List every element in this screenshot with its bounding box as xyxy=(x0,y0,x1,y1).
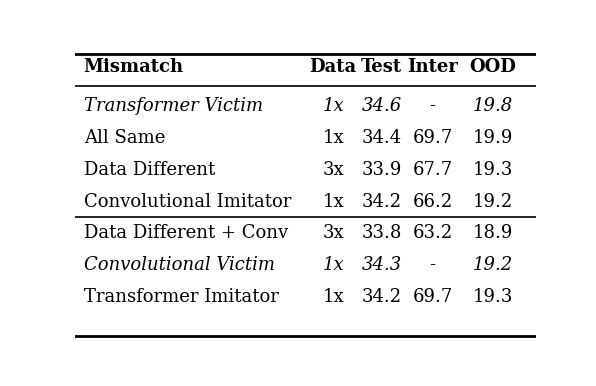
Text: 3x: 3x xyxy=(322,224,344,242)
Text: Data Different: Data Different xyxy=(83,161,215,179)
Text: OOD: OOD xyxy=(469,58,516,76)
Text: Convolutional Imitator: Convolutional Imitator xyxy=(83,193,291,211)
Text: 1x: 1x xyxy=(322,256,344,274)
Text: Inter: Inter xyxy=(407,58,458,76)
Text: Test: Test xyxy=(361,58,402,76)
Text: 1x: 1x xyxy=(322,129,344,147)
Text: Transformer Victim: Transformer Victim xyxy=(83,97,263,115)
Text: 33.8: 33.8 xyxy=(362,224,402,242)
Text: 66.2: 66.2 xyxy=(412,193,452,211)
Text: 34.6: 34.6 xyxy=(362,97,402,115)
Text: All Same: All Same xyxy=(83,129,165,147)
Text: -: - xyxy=(429,97,436,115)
Text: 19.2: 19.2 xyxy=(473,256,513,274)
Text: 19.2: 19.2 xyxy=(473,193,513,211)
Text: 1x: 1x xyxy=(322,193,344,211)
Text: 19.3: 19.3 xyxy=(473,288,513,306)
Text: 33.9: 33.9 xyxy=(362,161,402,179)
Text: 67.7: 67.7 xyxy=(412,161,452,179)
Text: 34.2: 34.2 xyxy=(362,288,402,306)
Text: Mismatch: Mismatch xyxy=(83,58,184,76)
Text: 19.3: 19.3 xyxy=(473,161,513,179)
Text: 34.2: 34.2 xyxy=(362,193,402,211)
Text: Transformer Imitator: Transformer Imitator xyxy=(83,288,278,306)
Text: Convolutional Victim: Convolutional Victim xyxy=(83,256,275,274)
Text: 69.7: 69.7 xyxy=(412,288,452,306)
Text: 1x: 1x xyxy=(322,97,344,115)
Text: 3x: 3x xyxy=(322,161,344,179)
Text: 19.8: 19.8 xyxy=(473,97,513,115)
Text: 18.9: 18.9 xyxy=(473,224,513,242)
Text: Data Different + Conv: Data Different + Conv xyxy=(83,224,288,242)
Text: 19.9: 19.9 xyxy=(473,129,513,147)
Text: -: - xyxy=(429,256,436,274)
Text: 34.3: 34.3 xyxy=(362,256,402,274)
Text: 34.4: 34.4 xyxy=(362,129,402,147)
Text: Data: Data xyxy=(309,58,357,76)
Text: 69.7: 69.7 xyxy=(412,129,452,147)
Text: 63.2: 63.2 xyxy=(412,224,452,242)
Text: 1x: 1x xyxy=(322,288,344,306)
